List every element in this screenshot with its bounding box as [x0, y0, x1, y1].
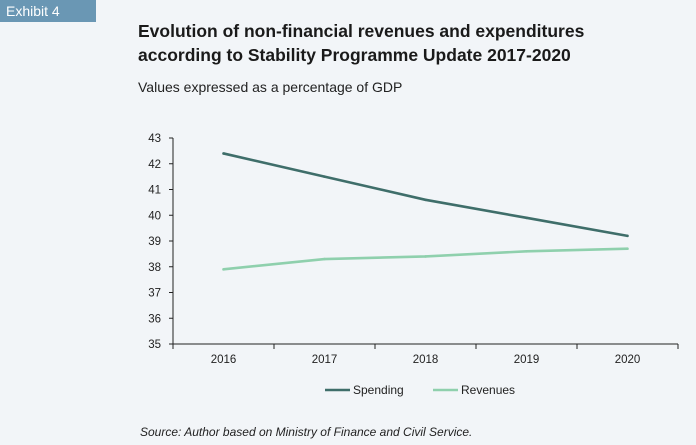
chart-title-line-2: according to Stability Programme Update … — [138, 45, 571, 65]
data-point-revenues — [525, 250, 528, 253]
x-tick-label: 2019 — [514, 354, 540, 366]
source-note: Source: Author based on Ministry of Fina… — [140, 425, 473, 439]
y-tick-label: 41 — [148, 185, 161, 197]
y-tick-label: 35 — [148, 339, 161, 351]
y-tick-label: 38 — [148, 262, 161, 274]
x-tick-label: 2017 — [312, 354, 338, 366]
legend-label-revenues: Revenues — [461, 383, 515, 397]
y-tick-label: 43 — [148, 133, 161, 145]
y-tick-label: 42 — [148, 159, 161, 171]
y-tick-label: 36 — [148, 313, 161, 325]
chart-title-line-1: Evolution of non-financial revenues and … — [138, 21, 585, 41]
y-tick-label: 39 — [148, 236, 161, 248]
data-point-spending — [626, 234, 629, 238]
series-line-spending — [223, 152, 628, 238]
data-point-spending — [323, 175, 326, 178]
y-tick-label: 37 — [148, 288, 161, 300]
data-point-revenues — [424, 255, 427, 258]
chart-title: Evolution of non-financial revenues and … — [138, 19, 678, 67]
chart-subtitle: Values expressed as a percentage of GDP — [138, 79, 403, 95]
data-point-spending — [525, 216, 528, 220]
data-point-spending — [222, 152, 225, 155]
data-point-revenues — [626, 247, 629, 251]
x-tick-label: 2016 — [211, 354, 237, 366]
data-point-revenues — [323, 257, 326, 261]
data-point-spending — [424, 198, 427, 202]
x-tick-label: 2020 — [615, 354, 641, 366]
data-point-revenues — [222, 268, 225, 271]
series-line-revenues — [223, 247, 628, 271]
exhibit-label: Exhibit 4 — [0, 0, 96, 22]
y-tick-label: 40 — [148, 210, 161, 222]
x-tick-label: 2018 — [413, 354, 439, 366]
legend-label-spending: Spending — [353, 383, 404, 397]
